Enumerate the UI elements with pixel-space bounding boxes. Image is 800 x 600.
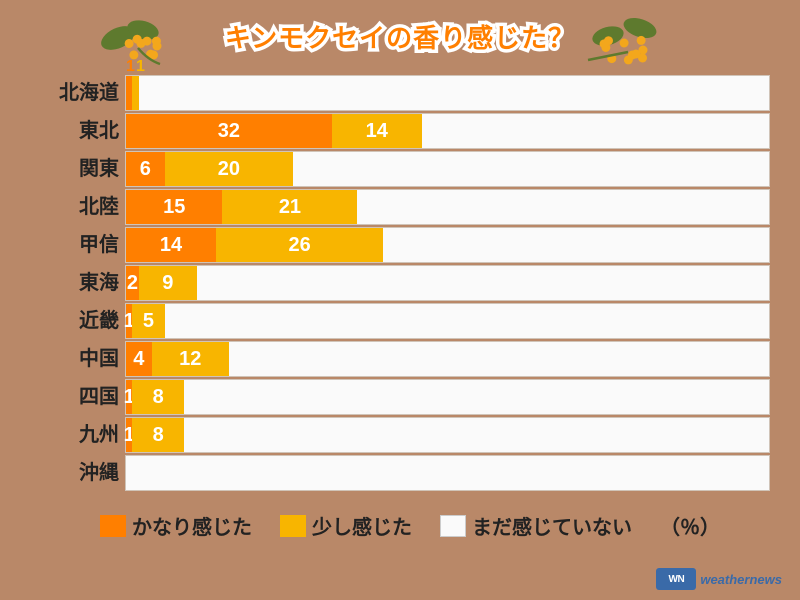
value-label-above: 1 <box>126 58 135 76</box>
bar-track: 29 <box>125 265 770 301</box>
bar-segment-slight: 12 <box>152 342 229 376</box>
legend-swatch-icon <box>280 515 306 537</box>
bar-track: 15 <box>125 303 770 339</box>
chart-row: 近畿15 <box>50 303 770 339</box>
attribution: WN weathernews <box>656 568 782 590</box>
bar-segment-none <box>229 342 769 376</box>
bar-segment-slight: 21 <box>222 190 357 224</box>
legend-item: まだ感じていない <box>440 511 632 540</box>
chart-row: 関東620 <box>50 151 770 187</box>
bar-track: 3214 <box>125 113 770 149</box>
bar-segment-none <box>357 190 769 224</box>
chart-row: 北海道11 <box>50 75 770 111</box>
legend-swatch-icon <box>100 515 126 537</box>
legend-unit: （％） <box>660 511 720 540</box>
category-label: 甲信 <box>50 227 125 263</box>
category-label: 沖縄 <box>50 455 125 491</box>
chart-row: 四国18 <box>50 379 770 415</box>
value-label-above: 1 <box>136 58 145 76</box>
bar-segment-slight: 5 <box>132 304 164 338</box>
category-label: 関東 <box>50 151 125 187</box>
bar-segment-slight: 8 <box>132 418 183 452</box>
chart-row: 九州18 <box>50 417 770 453</box>
legend-label: 少し感じた <box>312 511 412 540</box>
bar-track: 18 <box>125 379 770 415</box>
bar-segment-none <box>165 304 769 338</box>
bar-segment-none <box>293 152 769 186</box>
bar-segment-none <box>184 418 769 452</box>
bar-segment-strong: 32 <box>126 114 332 148</box>
bar-track: 18 <box>125 417 770 453</box>
chart-row: 東海29 <box>50 265 770 301</box>
legend-item: 少し感じた <box>280 511 412 540</box>
bar-segment-strong: 6 <box>126 152 165 186</box>
attribution-text: weathernews <box>700 572 782 587</box>
bar-track: 1426 <box>125 227 770 263</box>
bar-segment-slight: 20 <box>165 152 294 186</box>
bar-segment-none <box>383 228 769 262</box>
legend-label: まだ感じていない <box>472 511 632 540</box>
bar-segment-slight: 9 <box>139 266 197 300</box>
bar-segment-none <box>422 114 769 148</box>
bar-track: 620 <box>125 151 770 187</box>
bar-segment-strong: 2 <box>126 266 139 300</box>
bar-segment-slight: 8 <box>132 380 183 414</box>
bar-segment-slight: 14 <box>332 114 422 148</box>
bar-segment-strong: 15 <box>126 190 222 224</box>
bar-track: 1521 <box>125 189 770 225</box>
chart-row: 甲信1426 <box>50 227 770 263</box>
category-label: 中国 <box>50 341 125 377</box>
category-label: 東海 <box>50 265 125 301</box>
chart-row: 沖縄 <box>50 455 770 491</box>
bar-segment-none <box>126 456 769 490</box>
legend-swatch-icon <box>440 515 466 537</box>
category-label: 東北 <box>50 113 125 149</box>
weathernews-logo-icon: WN <box>656 568 696 590</box>
chart-legend: かなり感じた 少し感じた まだ感じていない （％） <box>100 511 720 540</box>
bar-track: 11 <box>125 75 770 111</box>
bar-segment-strong: 4 <box>126 342 152 376</box>
chart-row: 北陸1521 <box>50 189 770 225</box>
bar-segment-none <box>184 380 769 414</box>
category-label: 近畿 <box>50 303 125 339</box>
category-label: 北海道 <box>50 75 125 111</box>
chart-row: 東北3214 <box>50 113 770 149</box>
legend-label: かなり感じた <box>132 511 252 540</box>
category-label: 北陸 <box>50 189 125 225</box>
stacked-bar-chart: 北海道11東北3214関東620北陸1521甲信1426東海29近畿15中国41… <box>50 75 770 493</box>
bar-segment-slight: 26 <box>216 228 383 262</box>
bar-track <box>125 455 770 491</box>
legend-item: かなり感じた <box>100 511 252 540</box>
bar-segment-strong: 14 <box>126 228 216 262</box>
category-label: 四国 <box>50 379 125 415</box>
category-label: 九州 <box>50 417 125 453</box>
bar-track: 412 <box>125 341 770 377</box>
chart-row: 中国412 <box>50 341 770 377</box>
chart-title: キンモクセイの香り感じた？ キンモクセイの香り感じた？ <box>0 18 800 55</box>
bar-segment-none <box>139 76 769 110</box>
bar-segment-none <box>197 266 769 300</box>
